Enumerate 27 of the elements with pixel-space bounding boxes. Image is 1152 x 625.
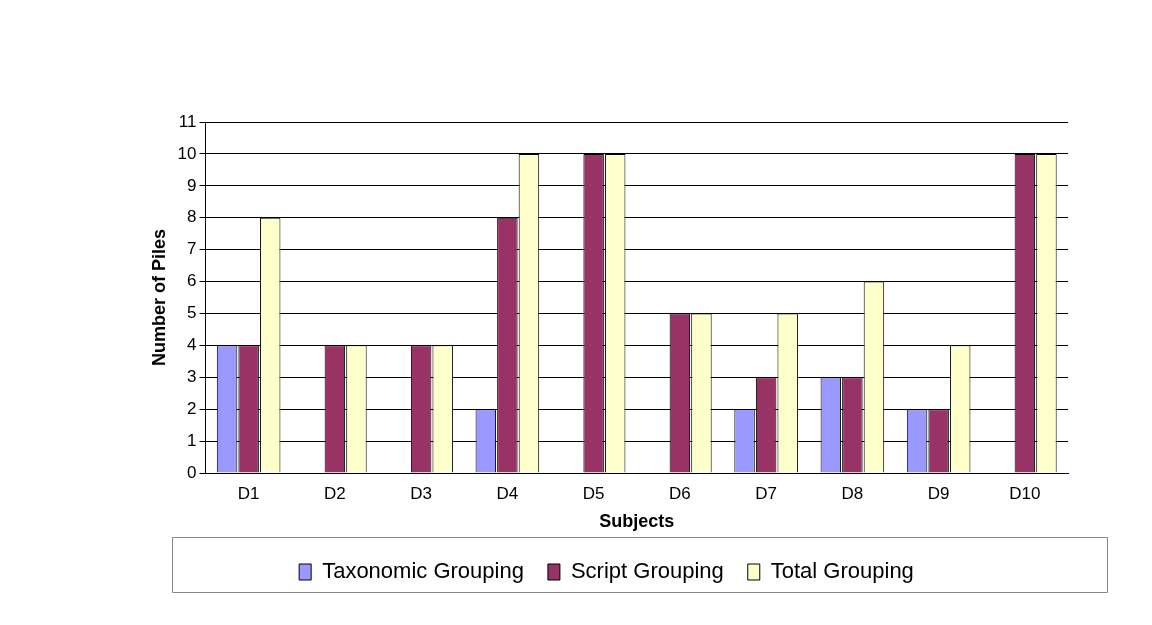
y-tick-label: 6 <box>187 271 197 291</box>
y-tick-label: 0 <box>187 462 197 482</box>
x-tick-label: D10 <box>1009 483 1041 503</box>
y-tick-label: 7 <box>187 239 197 259</box>
x-tick-label: D3 <box>410 483 432 503</box>
x-tick-label: D8 <box>841 483 864 503</box>
y-axis-title: Number of Piles <box>148 228 169 367</box>
y-tick-label: 3 <box>187 366 197 386</box>
x-axis-title: Subjects <box>599 511 675 532</box>
legend-label: Script Grouping <box>570 558 724 584</box>
y-tick-label: 10 <box>177 143 197 163</box>
legend-label: Taxonomic Grouping <box>322 558 524 584</box>
x-tick-label: D4 <box>496 483 519 503</box>
x-tick-label: D6 <box>669 483 691 503</box>
y-tick-label: 5 <box>187 303 197 323</box>
y-tick-label: 1 <box>187 430 197 450</box>
legend-label: Total Grouping <box>770 558 914 584</box>
x-tick-label: D2 <box>324 483 346 503</box>
y-tick-label: 8 <box>187 207 197 227</box>
x-tick-label: D9 <box>927 483 950 503</box>
y-tick-label: 4 <box>187 335 197 355</box>
y-tick-label: 9 <box>187 175 197 195</box>
x-tick-label: D5 <box>582 483 605 503</box>
x-tick-label: D1 <box>237 483 260 503</box>
x-tick-label: D7 <box>755 483 777 503</box>
y-tick-label: 11 <box>178 111 197 131</box>
y-tick-label: 2 <box>187 398 197 418</box>
